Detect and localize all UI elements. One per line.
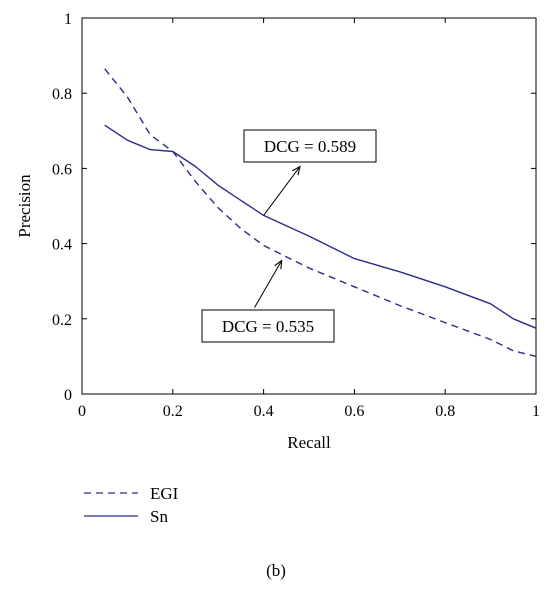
- figure-caption: (b): [266, 561, 286, 580]
- y-tick-label: 0.2: [52, 312, 72, 329]
- y-tick-label: 0.6: [52, 161, 72, 178]
- y-tick-label: 1: [64, 11, 72, 28]
- legend: EGI Sn: [84, 484, 179, 526]
- annotation-layer: DCG = 0.589 DCG = 0.535: [201, 129, 377, 343]
- y-tick-label: 0: [64, 387, 72, 404]
- x-axis-title: Recall: [287, 433, 331, 452]
- annotation-box: [243, 129, 377, 163]
- annotation-label: DCG = 0.589: [264, 137, 356, 156]
- legend-label-sn: Sn: [150, 507, 168, 526]
- y-axis-title: Precision: [15, 174, 34, 238]
- x-tick-label: 0.8: [435, 403, 455, 420]
- x-tick-label: 0.2: [163, 403, 183, 420]
- annotation-arrow: [254, 261, 282, 308]
- y-tick-label: 0.4: [52, 237, 72, 254]
- x-tick-label: 0.4: [254, 403, 274, 420]
- y-tick-label: 0.8: [52, 86, 72, 103]
- annotation-label: DCG = 0.535: [222, 317, 314, 336]
- series-line-egi: [104, 68, 537, 358]
- annotation-box: [201, 309, 335, 343]
- ticks-layer: 0 0.2 0.4 0.6 0.8 1 0 0.2 0.4 0.6 0.8 1: [52, 11, 540, 420]
- legend-label-egi: EGI: [150, 484, 179, 503]
- x-tick-label: 1: [532, 403, 540, 420]
- x-tick-label: 0: [78, 403, 86, 420]
- plot-frame: [81, 17, 537, 395]
- x-tick-label: 0.6: [344, 403, 364, 420]
- annotation-arrow: [263, 167, 300, 216]
